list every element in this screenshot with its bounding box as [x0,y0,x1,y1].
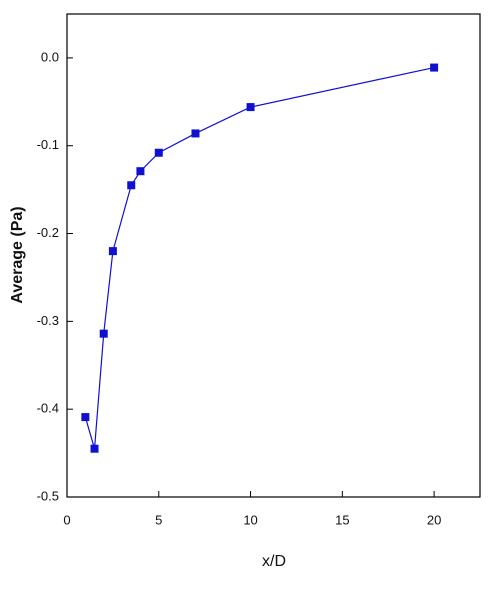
y-tick-label: -0.1 [37,137,59,152]
data-point [191,129,200,138]
x-axis-title: x/D [262,553,286,570]
data-point [108,247,117,256]
data-point [430,63,439,72]
y-tick-label: -0.4 [37,401,59,416]
y-tick-label: -0.2 [37,225,59,240]
y-tick-label: -0.3 [37,313,59,328]
data-point [136,167,145,176]
y-tick-label: 0.0 [41,49,59,64]
data-point [81,413,90,422]
data-point [99,329,108,338]
y-axis-title: Average (Pa) [9,206,26,303]
data-point [90,444,99,453]
y-tick-label: -0.5 [37,488,59,503]
x-tick-label: 10 [243,512,257,527]
plot-frame [66,13,481,498]
data-point [127,181,136,190]
data-line [84,66,435,449]
data-point [246,103,255,112]
data-point [154,148,163,157]
x-tick-label: 0 [63,512,70,527]
x-tick-label: 20 [427,512,441,527]
x-tick-label: 5 [155,512,162,527]
x-tick-label: 15 [335,512,349,527]
